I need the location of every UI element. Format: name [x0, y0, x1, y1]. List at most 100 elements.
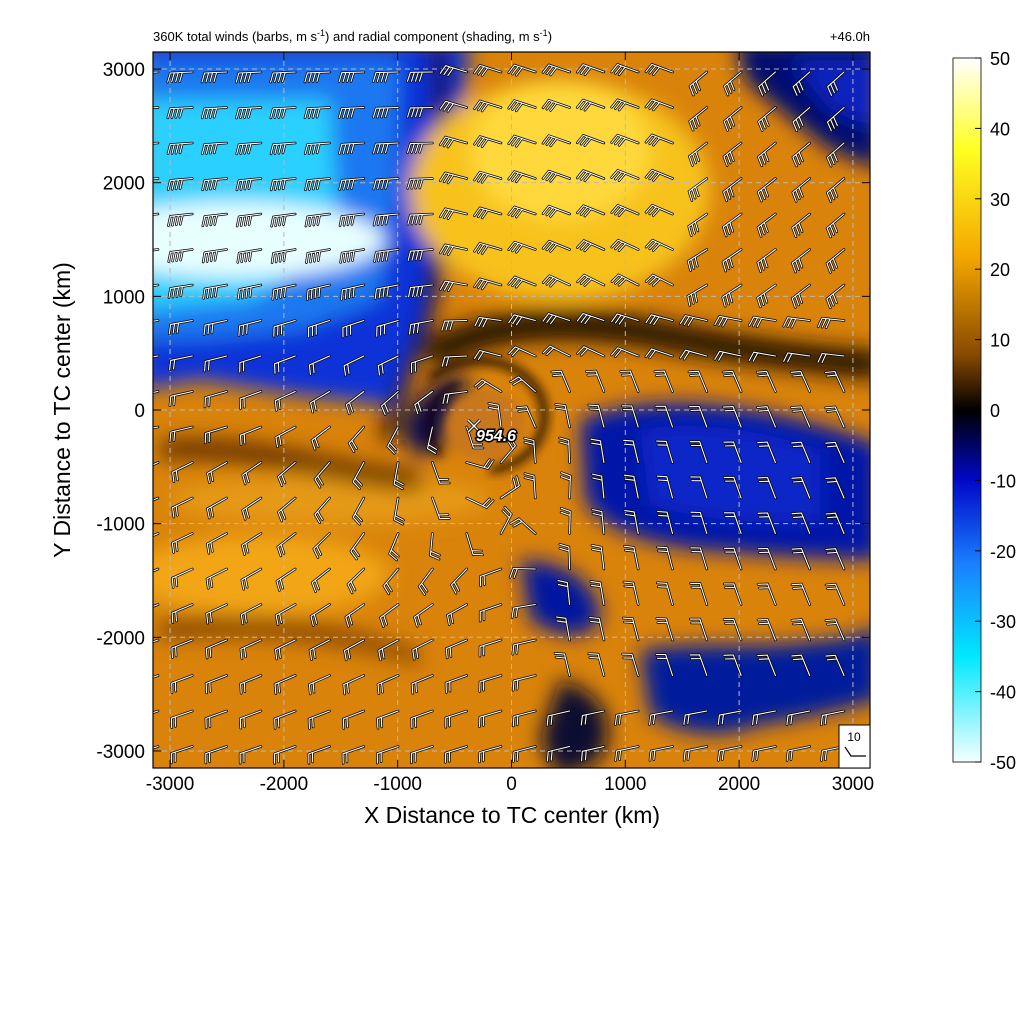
wind-barb — [445, 710, 468, 728]
wind-barb — [343, 674, 365, 695]
wind-barb — [679, 315, 708, 327]
wind-barb — [756, 406, 776, 428]
wind-barb — [508, 314, 536, 326]
wind-barb — [410, 745, 433, 764]
reference-barb-box: 10 — [838, 724, 871, 769]
wind-barb — [488, 402, 502, 428]
wind-barb — [202, 213, 228, 227]
wind-barb — [688, 177, 708, 202]
wind-barb — [623, 545, 639, 570]
wind-barb — [645, 134, 674, 146]
x-tick-label: -2000 — [260, 774, 309, 795]
wind-barb — [205, 710, 228, 729]
y-tick-label: 2000 — [103, 174, 145, 195]
wind-barb — [621, 405, 639, 428]
wind-barb — [717, 710, 742, 726]
wind-barb — [645, 239, 674, 252]
wind-barb — [546, 745, 571, 762]
wind-barb — [206, 532, 228, 554]
wind-barb — [786, 745, 811, 762]
wind-barb — [689, 654, 708, 677]
wind-barb — [758, 106, 776, 132]
wind-barb — [825, 619, 845, 641]
wind-barb — [168, 248, 193, 263]
wind-barb — [621, 653, 639, 677]
wind-barb — [339, 213, 365, 227]
wind-barb — [479, 639, 502, 657]
wind-barb — [542, 170, 571, 182]
wind-barb — [418, 568, 433, 595]
wind-barb — [270, 106, 296, 119]
wind-barb — [589, 616, 605, 641]
wind-barb — [723, 71, 742, 96]
wind-barb — [205, 639, 228, 659]
wind-barb — [474, 316, 502, 328]
wind-barb — [236, 142, 262, 155]
wind-barb — [656, 475, 674, 499]
wind-barb — [542, 135, 571, 147]
wind-barb — [791, 654, 811, 677]
wind-barb — [723, 583, 742, 606]
wind-barb — [473, 278, 502, 290]
wind-barb — [201, 106, 228, 119]
y-tick-label: 0 — [134, 401, 145, 422]
x-tick-label: 0 — [506, 774, 517, 795]
wind-barb — [308, 319, 331, 338]
wind-barb — [407, 213, 433, 225]
y-tick-label: -2000 — [96, 628, 145, 649]
wind-barb — [551, 370, 571, 393]
wind-barb — [338, 71, 365, 83]
wind-barb — [790, 406, 811, 428]
wind-barb — [590, 438, 605, 464]
wind-barb — [656, 582, 674, 606]
wind-barb — [379, 603, 399, 628]
wind-barb — [168, 284, 193, 299]
wind-barb — [153, 532, 159, 537]
wind-barb — [542, 313, 571, 325]
wind-barb — [826, 106, 845, 132]
wind-barb — [204, 355, 228, 372]
colorbar-tick-label: 30 — [990, 190, 1010, 210]
wind-barb — [238, 319, 262, 337]
wind-barb — [167, 213, 193, 227]
wind-barb — [826, 142, 845, 167]
wind-barb — [393, 461, 404, 490]
wind-barb — [240, 603, 262, 625]
wind-barb — [827, 71, 845, 96]
wind-barb — [757, 512, 776, 535]
wind-barb — [304, 142, 331, 155]
wind-barb — [202, 177, 228, 191]
wind-barb — [201, 71, 228, 83]
wind-barb — [748, 351, 776, 362]
wind-barb — [305, 213, 331, 227]
wind-barb — [338, 106, 365, 119]
wind-barb — [153, 639, 159, 643]
wind-barb — [474, 379, 502, 393]
wind-barb — [309, 639, 331, 661]
wind-barb — [524, 473, 536, 499]
wind-barb — [206, 497, 228, 519]
colorbar-ticks: 50 40 30 20 10 0 -10 -20 -30 -40 -50 — [975, 49, 1016, 773]
wind-barb — [342, 710, 365, 730]
wind-barb — [757, 177, 776, 202]
colorbar-tick-label: 10 — [990, 331, 1010, 351]
wind-barb — [310, 603, 331, 627]
wind-barb — [576, 240, 605, 252]
wind-barb — [611, 347, 639, 358]
wind-barb — [439, 280, 468, 292]
wind-barb — [277, 497, 296, 522]
wind-barb — [479, 674, 502, 692]
wind-barb — [554, 652, 571, 677]
wind-barb — [431, 461, 450, 484]
wind-barb — [825, 477, 845, 499]
colorbar-tick-label: 40 — [990, 119, 1010, 139]
wind-barb — [585, 370, 605, 393]
wind-barb — [576, 274, 605, 286]
wind-barb — [557, 580, 571, 606]
wind-barb — [306, 284, 331, 301]
wind-barb — [500, 506, 512, 535]
wind-barb — [542, 240, 571, 252]
wind-barb — [508, 241, 536, 253]
wind-barb — [723, 177, 742, 202]
wind-barb — [645, 274, 674, 286]
